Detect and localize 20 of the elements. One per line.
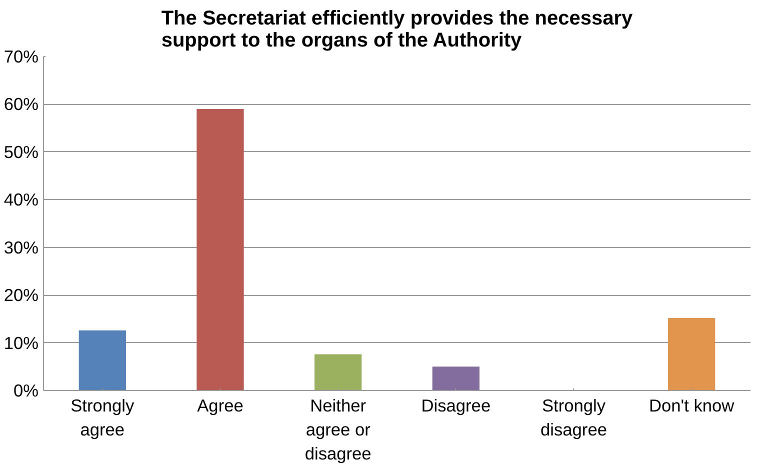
y-tick-label: 30% <box>4 237 39 258</box>
x-tick-label: Neither agree or disagree <box>304 396 372 464</box>
bar <box>432 366 480 390</box>
y-tick-label: 70% <box>4 46 39 66</box>
x-tick-label: Agree <box>197 396 244 416</box>
x-tick-label: Don't know <box>648 396 735 416</box>
x-tick-label: Disagree <box>421 396 491 416</box>
y-tick-label: 20% <box>4 285 39 306</box>
x-tick-label: Strongly disagree <box>540 396 607 440</box>
bar <box>78 330 126 390</box>
y-tick-label: 40% <box>4 190 39 210</box>
bar <box>314 354 362 390</box>
y-tick-label: 60% <box>4 94 39 114</box>
bar <box>196 108 244 390</box>
chart-title: The Secretariat efficiently provides the necessary support to the organs of the Authority <box>161 8 634 52</box>
bar <box>668 318 716 390</box>
y-tick-label: 0% <box>13 380 38 400</box>
x-tick-label: Strongly agree <box>70 396 135 440</box>
y-tick-label: 50% <box>4 142 39 162</box>
y-tick-label: 10% <box>4 332 39 353</box>
